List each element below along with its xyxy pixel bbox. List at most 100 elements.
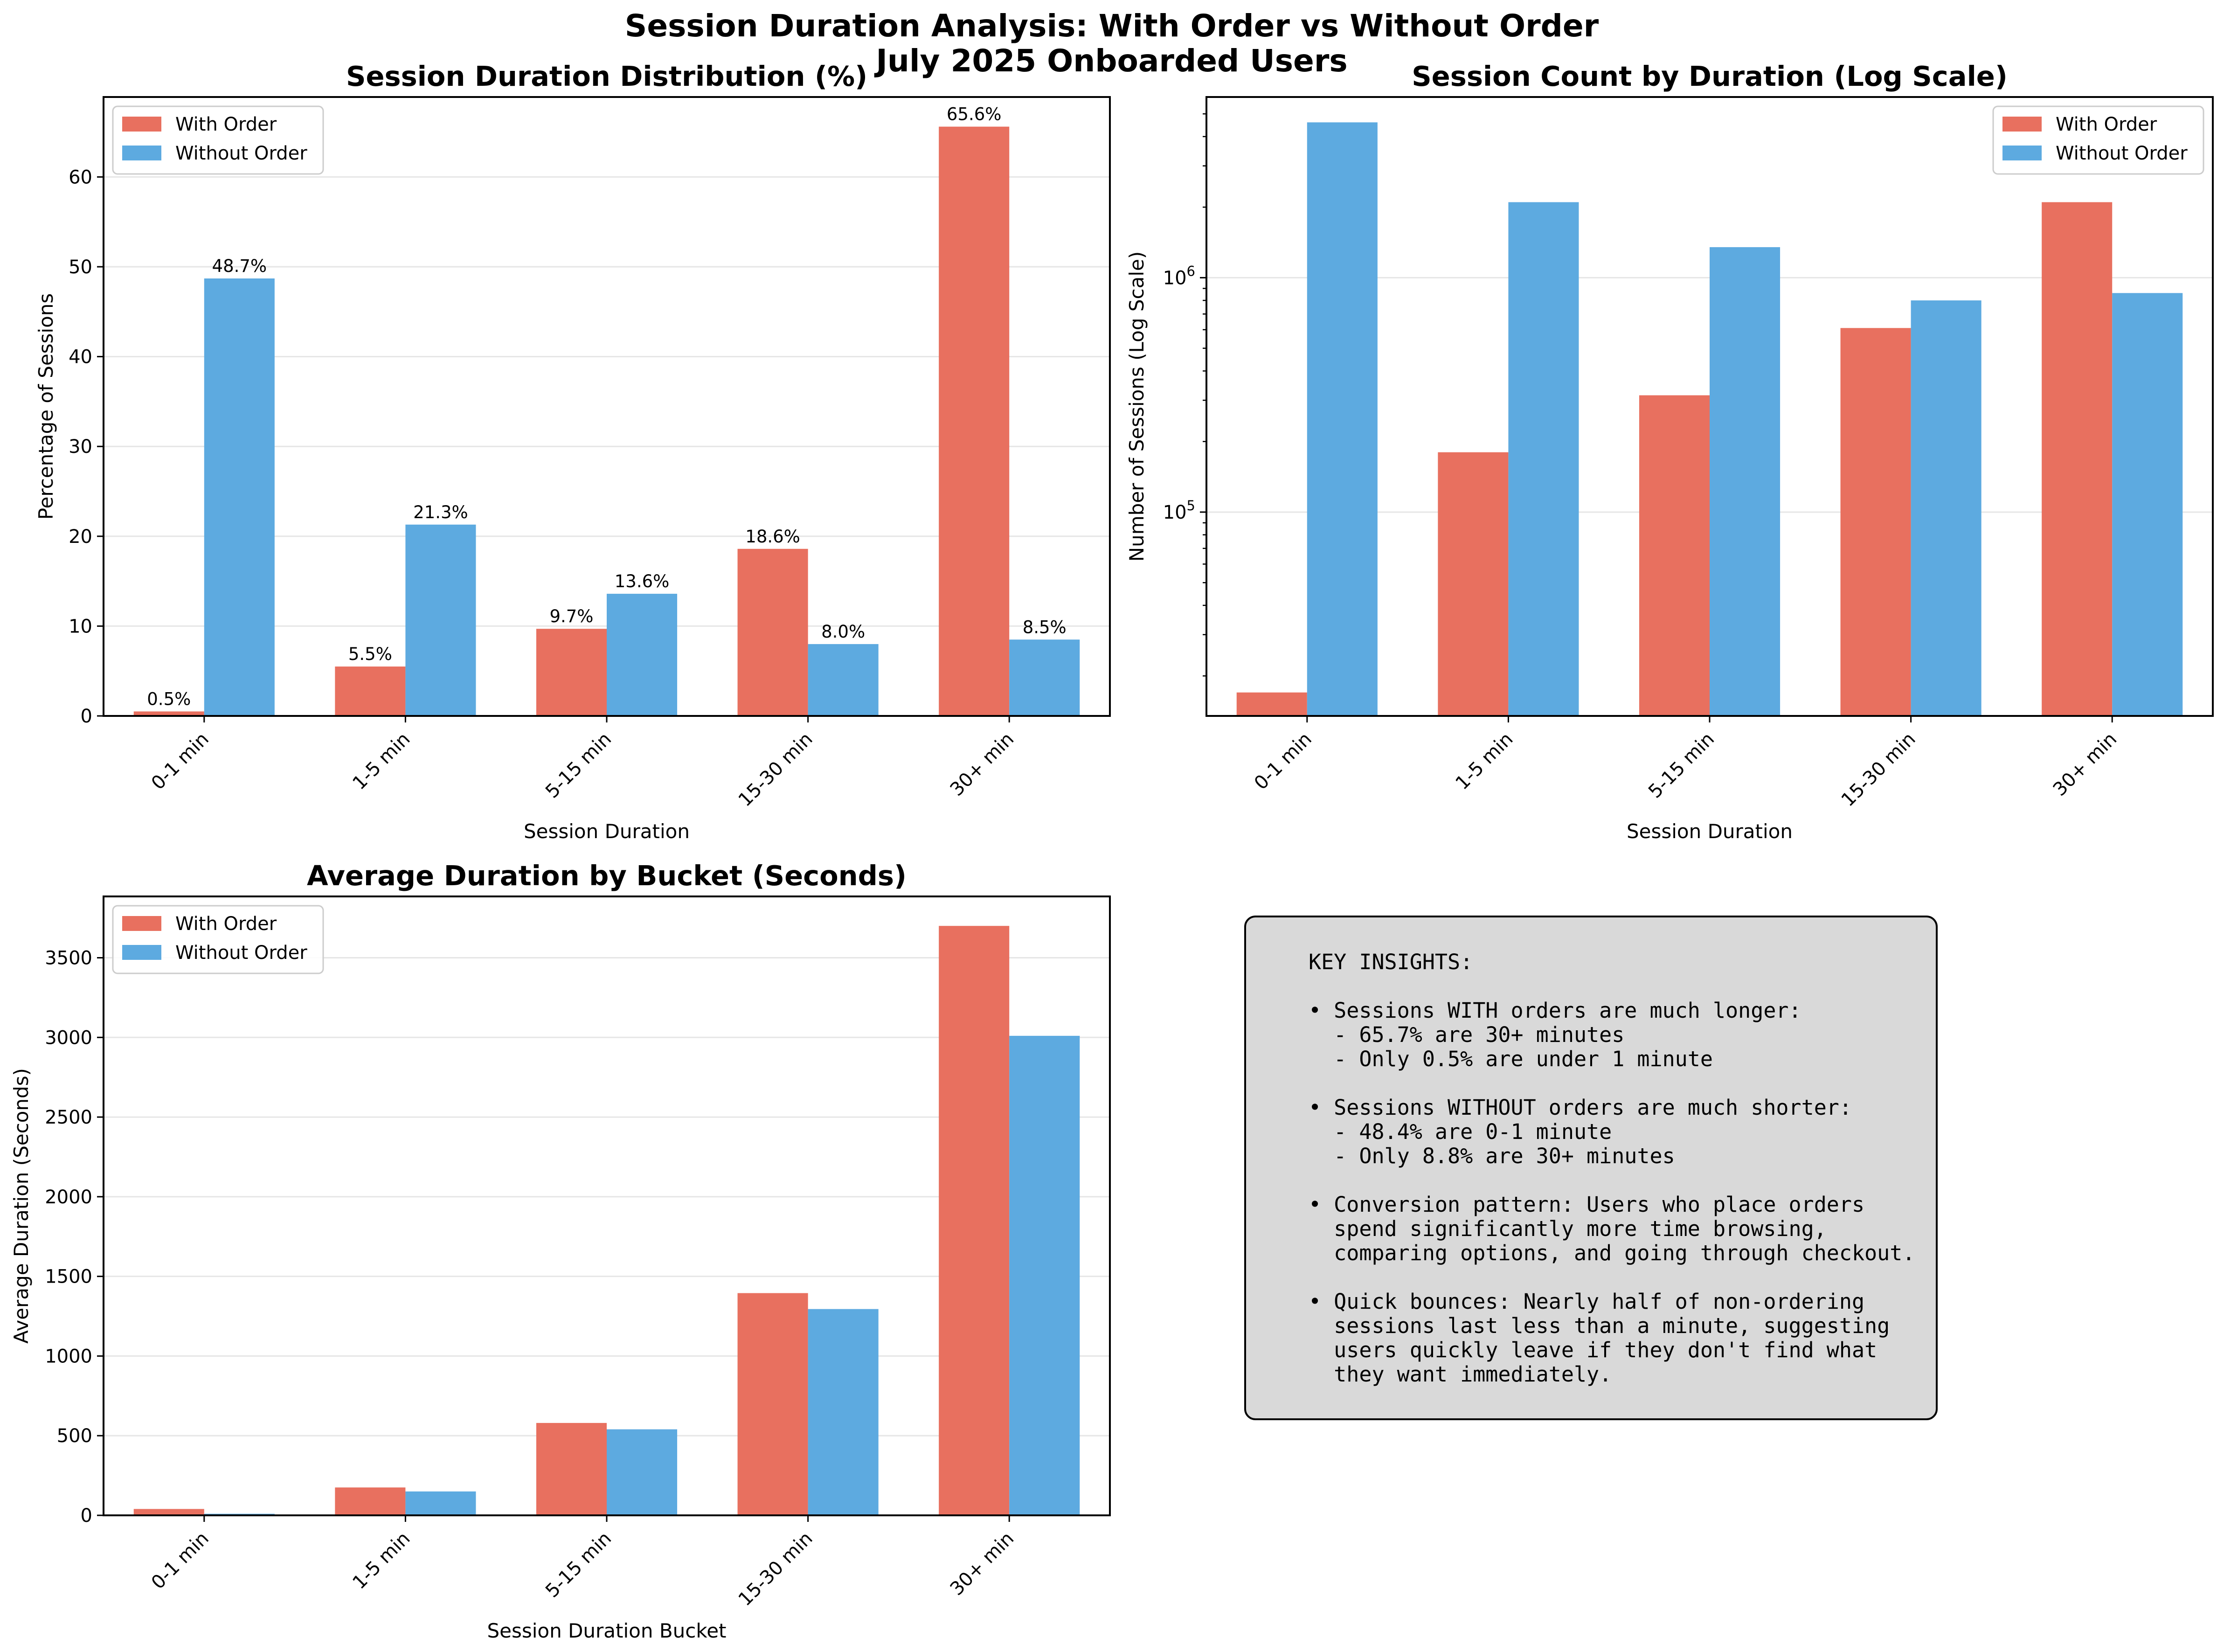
legend-label-without-order: Without Order — [175, 942, 307, 964]
bar-without-order-5-15-min — [1710, 247, 1781, 716]
y-tick-label: 0 — [81, 706, 92, 727]
x-axis-label: Session Duration — [524, 820, 690, 843]
insight-line: - Only 0.5% are under 1 minute — [1309, 1047, 1713, 1071]
y-tick-label: 105 — [1163, 498, 1195, 523]
y-tick-label: 40 — [69, 347, 92, 368]
legend-label-without-order: Without Order — [2056, 143, 2188, 164]
insight-line: • Sessions WITH orders are much longer: — [1309, 998, 1801, 1023]
chart-title: Session Count by Duration (Log Scale) — [1412, 60, 2008, 92]
bar-with-order-5-15-min — [536, 1423, 607, 1515]
bar-without-order-0-1-min — [204, 278, 275, 716]
legend: With Order Without Order — [112, 105, 324, 175]
insight-line: spend significantly more time browsing, — [1309, 1216, 1827, 1241]
y-axis-label: Percentage of Sessions — [35, 293, 57, 520]
insight-line: users quickly leave if they don't find w… — [1309, 1338, 1877, 1362]
bar-with-order-1-5-min — [335, 666, 406, 716]
legend-swatch-without-order — [2002, 146, 2042, 160]
y-axis-label: Average Duration (Seconds) — [10, 1068, 33, 1344]
key-insights-box — [1244, 916, 1938, 1420]
data-label: 5.5% — [348, 644, 392, 664]
insight-line: - Only 8.8% are 30+ minutes — [1309, 1144, 1675, 1168]
bar-with-order-0-1-min — [133, 1509, 204, 1515]
bar-without-order-15-30-min — [808, 1309, 879, 1515]
bar-without-order-0-1-min — [1307, 122, 1378, 716]
data-label: 8.5% — [1023, 617, 1067, 637]
figure-title-line2: July 2025 Onboarded Users — [874, 43, 1347, 79]
data-label: 9.7% — [549, 606, 593, 626]
legend-box — [112, 905, 324, 974]
legend-box — [1992, 105, 2204, 175]
bar-with-order-30-min — [2042, 202, 2113, 716]
y-tick-label: 10 — [69, 616, 92, 637]
bar-without-order-30-min — [2112, 293, 2183, 716]
key-insights-panel: KEY INSIGHTS: • Sessions WITH orders are … — [1244, 916, 1938, 1420]
insight-line: they want immediately. — [1309, 1362, 1612, 1387]
y-tick-label: 3000 — [45, 1027, 92, 1048]
chart-title: Average Duration by Bucket (Seconds) — [307, 860, 907, 892]
bar-with-order-5-15-min — [1639, 395, 1710, 716]
data-label: 13.6% — [615, 571, 670, 591]
insight-line: comparing options, and going through che… — [1309, 1241, 1915, 1265]
legend-swatch-with-order — [122, 916, 161, 931]
legend-swatch-without-order — [122, 945, 161, 960]
y-tick-label: 2000 — [45, 1187, 92, 1208]
y-tick-label: 1500 — [45, 1266, 92, 1288]
legend-label-with-order: With Order — [2056, 114, 2157, 135]
y-tick-label: 2500 — [45, 1107, 92, 1128]
y-tick-label: 0 — [81, 1505, 92, 1527]
y-tick-label: 3500 — [45, 948, 92, 969]
bar-with-order-1-5-min — [335, 1487, 406, 1515]
y-tick-label: 50 — [69, 257, 92, 278]
bar-without-order-1-5-min — [405, 1491, 476, 1515]
data-label: 48.7% — [212, 256, 267, 276]
bar-with-order-0-1-min — [1236, 692, 1307, 716]
legend: With Order Without Order — [1992, 105, 2204, 175]
bar-with-order-30-min — [939, 926, 1010, 1515]
bar-with-order-15-30-min — [737, 1293, 808, 1515]
bar-without-order-5-15-min — [607, 594, 678, 716]
bar-without-order-30-min — [1009, 639, 1080, 716]
legend-swatch-with-order — [2002, 117, 2042, 132]
bar-with-order-15-30-min — [1840, 328, 1911, 716]
legend-label-with-order: With Order — [175, 913, 277, 935]
chart-session-duration-distribution: 0.5% 5.5% 9.7% 18.6% 65.6% 48.7% 21.3% 13.6% 8.0… — [35, 60, 1111, 843]
insight-line: - 48.4% are 0-1 minute — [1309, 1119, 1612, 1144]
bar-with-order-30-min — [939, 126, 1010, 716]
bar-without-order-5-15-min — [607, 1429, 678, 1515]
insight-line: - 65.7% are 30+ minutes — [1309, 1022, 1624, 1047]
legend-swatch-without-order — [122, 146, 161, 160]
bar-without-order-15-30-min — [1911, 300, 1982, 716]
bar-without-order-1-5-min — [1508, 202, 1579, 716]
x-axis-label: Session Duration — [1627, 820, 1793, 843]
figure-title-line1: Session Duration Analysis: With Order vs… — [625, 8, 1599, 44]
bar-with-order-5-15-min — [536, 629, 607, 716]
bar-with-order-15-30-min — [737, 548, 808, 716]
data-label: 0.5% — [147, 689, 191, 709]
insight-line: • Conversion pattern: Users who place or… — [1309, 1192, 1864, 1217]
legend-label-without-order: Without Order — [175, 143, 307, 164]
x-axis-label: Session Duration Bucket — [487, 1619, 726, 1642]
chart-title: Session Duration Distribution (%) — [346, 60, 867, 92]
legend-swatch-with-order — [122, 117, 161, 132]
insight-line: • Quick bounces: Nearly half of non-orde… — [1309, 1289, 1864, 1314]
data-label: 21.3% — [413, 502, 468, 522]
bar-with-order-0-1-min — [133, 711, 204, 716]
legend: With Order Without Order — [112, 905, 324, 974]
y-tick-label: 106 — [1163, 263, 1195, 289]
y-axis-label: Number of Sessions (Log Scale) — [1125, 251, 1148, 562]
y-tick-label: 1000 — [45, 1346, 92, 1367]
legend-label-with-order: With Order — [175, 114, 277, 135]
y-tick-label: 500 — [57, 1425, 92, 1447]
bar-without-order-30-min — [1009, 1035, 1080, 1515]
insight-line: KEY INSIGHTS: — [1309, 950, 1473, 974]
data-label: 65.6% — [947, 104, 1002, 125]
y-tick-label: 20 — [69, 526, 92, 548]
data-label: 8.0% — [821, 622, 865, 642]
bar-with-order-1-5-min — [1438, 452, 1509, 716]
legend-box — [112, 105, 324, 175]
bar-without-order-15-30-min — [808, 644, 879, 716]
insight-line: • Sessions WITHOUT orders are much short… — [1309, 1095, 1852, 1120]
y-tick-label: 30 — [69, 436, 92, 458]
